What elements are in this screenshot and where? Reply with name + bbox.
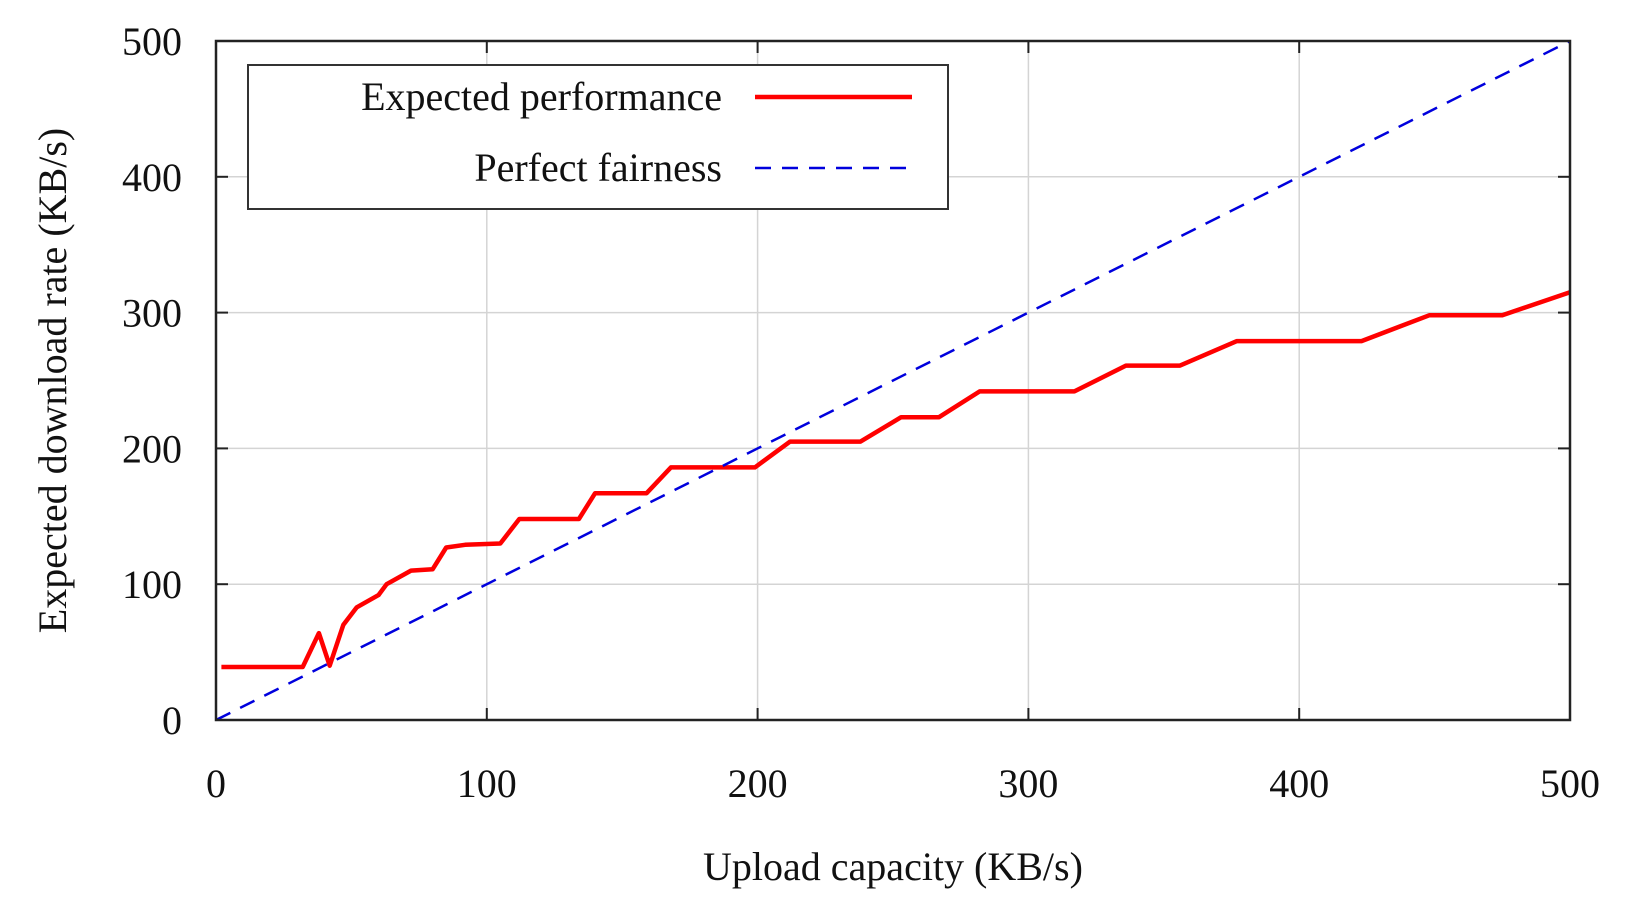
series-line-perfect-fairness (215, 39, 1571, 722)
tick-labels: 0 100 200 300 400 500 0 100 200 300 400 500 (122, 19, 1600, 806)
y-tick-label: 0 (162, 698, 182, 743)
legend-label-expected-performance: Expected performance (361, 74, 722, 119)
x-tick-label: 400 (1269, 761, 1329, 806)
legend-box (247, 64, 949, 210)
axis-ticks (215, 40, 1571, 721)
series-line-expected-performance (221, 290, 1571, 670)
y-tick-label: 100 (122, 562, 182, 607)
y-axis-title: Expected download rate (KB/s) (30, 128, 75, 633)
x-axis-title: Upload capacity (KB/s) (703, 844, 1083, 889)
x-tick-label: 100 (457, 761, 517, 806)
x-tick-label: 500 (1540, 761, 1600, 806)
legend: Expected performance Perfect fairness (247, 64, 949, 210)
x-tick-label: 200 (728, 761, 788, 806)
legend-label-perfect-fairness: Perfect fairness (474, 145, 722, 190)
x-tick-label: 300 (998, 761, 1058, 806)
y-tick-label: 300 (122, 291, 182, 336)
y-tick-label: 200 (122, 426, 182, 471)
plot-frame (214, 39, 1572, 722)
y-tick-label: 400 (122, 155, 182, 200)
x-tick-label: 0 (206, 761, 226, 806)
series-layer (215, 39, 1571, 722)
y-tick-label: 500 (122, 19, 182, 64)
